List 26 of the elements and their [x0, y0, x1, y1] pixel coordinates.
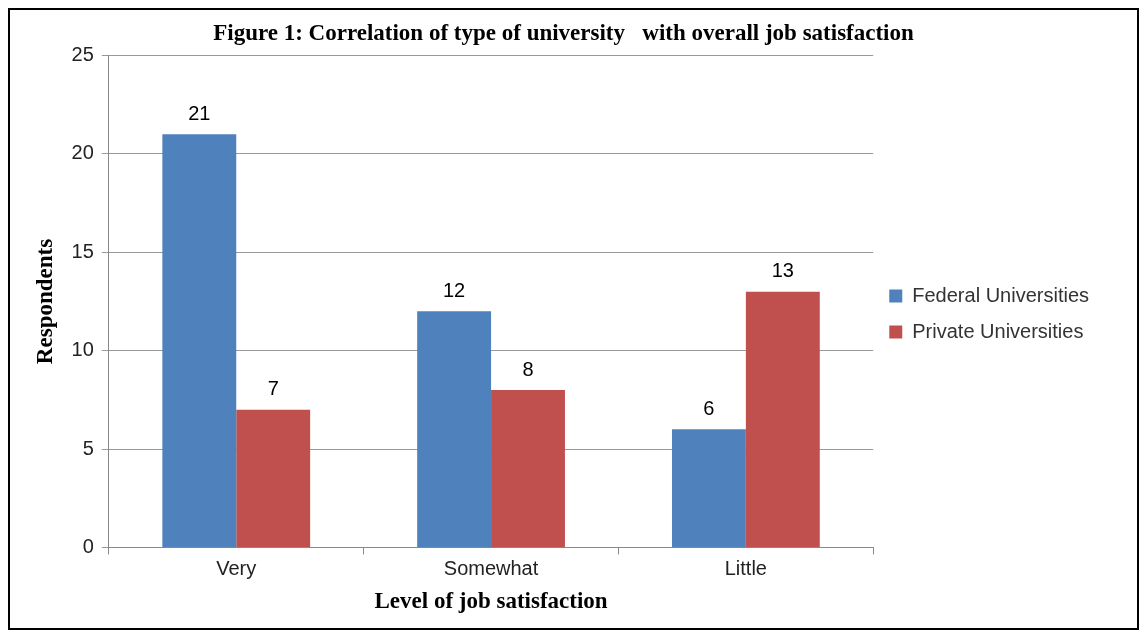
data-label: 7: [267, 377, 279, 400]
y-tick-label: 5: [82, 436, 94, 459]
y-tick-label: 15: [71, 239, 94, 262]
data-label: 6: [703, 396, 715, 419]
y-tick-label: 10: [71, 338, 94, 361]
bar: [162, 134, 237, 547]
data-label: 13: [771, 259, 794, 282]
bar: [417, 311, 492, 547]
x-tick-label: Somewhat: [443, 556, 539, 579]
bar: [745, 291, 820, 547]
x-tick-label: Little: [724, 556, 767, 579]
x-axis-title: Level of job satisfaction: [374, 588, 608, 614]
data-label: 8: [522, 357, 534, 380]
y-tick-label: 25: [71, 43, 94, 66]
data-label: 12: [442, 278, 466, 301]
bar: [491, 390, 565, 547]
legend-label: Private Universities: [912, 319, 1084, 342]
bar: [671, 429, 746, 547]
y-tick-label: 20: [71, 141, 94, 164]
legend-label: Federal Universities: [912, 283, 1090, 306]
chart-title: Figure 1: Correlation of type of university with overall job satisfaction: [213, 19, 914, 45]
data-label: 21: [188, 101, 211, 124]
x-tick-label: Very: [216, 556, 257, 579]
y-axis-title: Respondents: [31, 238, 57, 365]
bar: [236, 409, 311, 547]
y-tick-label: 0: [82, 534, 94, 557]
